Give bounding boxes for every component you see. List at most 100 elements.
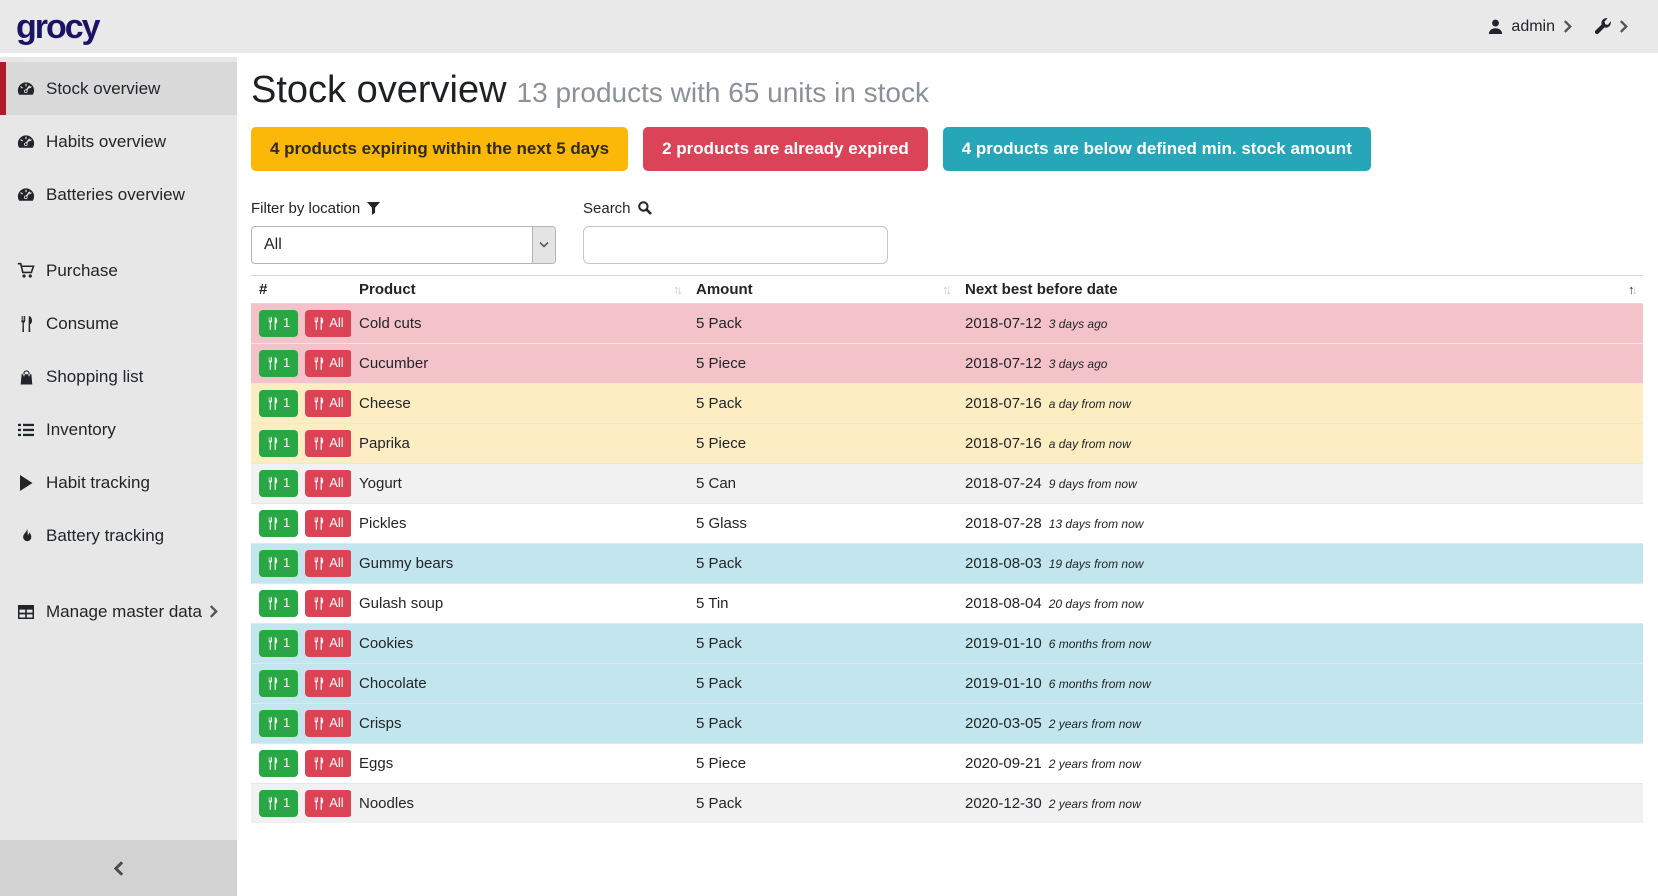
below-min-stock-badge: 4 products are below defined min. stock … (942, 126, 1371, 171)
sidebar-item-label: Manage master data (46, 601, 202, 621)
utensils-icon (267, 516, 278, 530)
product-name-cell: Gulash soup (351, 582, 688, 624)
amount-cell: 5 Pack (688, 622, 957, 664)
consume-all-button[interactable]: All (305, 429, 351, 457)
consume-all-button[interactable]: All (305, 309, 351, 337)
chevron-left-icon (113, 860, 124, 876)
consume-all-button[interactable]: All (305, 789, 351, 817)
consume-all-button[interactable]: All (305, 589, 351, 617)
sidebar-item-manage-master-data[interactable]: Manage master data (0, 585, 237, 638)
page-header: Stock overview 13 products with 65 units … (251, 69, 1643, 113)
column-header-product[interactable]: Product ↑↓ (351, 274, 688, 304)
sidebar-items: Stock overview Habits overview Batteries o… (0, 62, 237, 638)
amount-cell: 5 Tin (688, 582, 957, 624)
column-header-amount[interactable]: Amount ↑↓ (688, 274, 957, 304)
consume-one-button[interactable]: 1 (259, 469, 299, 497)
table-row: 1 All Paprika 5 Piece 2018-07-16 a day from n… (251, 422, 1643, 464)
consume-one-button[interactable]: 1 (259, 309, 299, 337)
consume-one-button[interactable]: 1 (259, 389, 299, 417)
row-actions: 1 All (259, 469, 351, 497)
amount-cell: 5 Piece (688, 342, 957, 384)
sidebar-item-purchase[interactable]: Purchase (0, 244, 237, 297)
sidebar-item-habits-overview[interactable]: Habits overview (0, 115, 237, 168)
sidebar-item-battery-tracking[interactable]: Battery tracking (0, 509, 237, 562)
table-row: 1 All Crisps 5 Pack 2020-03-05 2 years from n… (251, 702, 1643, 744)
consume-one-button[interactable]: 1 (259, 589, 299, 617)
sidebar-item-shopping-list[interactable]: Shopping list (0, 350, 237, 403)
location-filter-select[interactable]: All (251, 225, 556, 264)
shopping-bag-icon (16, 369, 36, 385)
best-before-cell: 2018-07-12 3 days ago (957, 342, 1643, 384)
table-row: 1 All Gummy bears 5 Pack 2018-08-03 19 days f… (251, 542, 1643, 584)
settings-menu[interactable] (1594, 18, 1628, 35)
column-header-index: # (251, 274, 351, 304)
consume-one-button[interactable]: 1 (259, 749, 299, 777)
utensils-icon (267, 796, 278, 810)
consume-one-button[interactable]: 1 (259, 629, 299, 657)
consume-all-button[interactable]: All (305, 349, 351, 377)
product-name-cell: Paprika (351, 422, 688, 464)
stock-table: # Product ↑↓ Amount ↑↓ Next best before … (251, 274, 1643, 823)
consume-one-button[interactable]: 1 (259, 709, 299, 737)
consume-one-button[interactable]: 1 (259, 429, 299, 457)
utensils-icon (267, 676, 278, 690)
sidebar-item-batteries-overview[interactable]: Batteries overview (0, 168, 237, 221)
utensils-icon (313, 476, 324, 490)
row-actions: 1 All (259, 629, 351, 657)
best-before-cell: 2018-07-12 3 days ago (957, 302, 1643, 344)
sidebar-item-habit-tracking[interactable]: Habit tracking (0, 456, 237, 509)
consume-all-button[interactable]: All (305, 509, 351, 537)
sidebar-item-inventory[interactable]: Inventory (0, 403, 237, 456)
sidebar-item-label: Inventory (46, 419, 116, 439)
sort-icon[interactable]: ↑↓ (673, 281, 683, 297)
user-menu[interactable]: admin (1488, 18, 1572, 36)
column-header-best-before[interactable]: Next best before date ↑↓ (957, 274, 1643, 304)
status-badges: 4 products expiring within the next 5 da… (251, 126, 1643, 171)
utensils-icon (313, 716, 324, 730)
consume-all-button[interactable]: All (305, 709, 351, 737)
user-icon (1488, 19, 1503, 34)
sidebar-spacer (0, 221, 237, 244)
product-name-cell: Crisps (351, 702, 688, 744)
sidebar-collapse-button[interactable] (0, 840, 237, 896)
utensils-icon (267, 396, 278, 410)
sidebar-item-consume[interactable]: Consume (0, 297, 237, 350)
consume-all-button[interactable]: All (305, 389, 351, 417)
consume-all-button[interactable]: All (305, 749, 351, 777)
utensils-icon (267, 716, 278, 730)
consume-one-button[interactable]: 1 (259, 509, 299, 537)
search-input[interactable] (583, 225, 888, 264)
sidebar-item-label: Habit tracking (46, 472, 150, 492)
utensils-icon (267, 636, 278, 650)
utensils-icon (313, 636, 324, 650)
consume-all-button[interactable]: All (305, 629, 351, 657)
row-actions: 1 All (259, 309, 351, 337)
best-before-cell: 2019-01-10 6 months from now (957, 622, 1643, 664)
stock-table-body: 1 All Cold cuts 5 Pack 2018-07-12 3 days ago 1… (251, 302, 1643, 823)
expired-badge: 2 products are already expired (643, 126, 928, 171)
grocy-logo[interactable]: grocy (16, 7, 101, 46)
amount-cell: 5 Piece (688, 422, 957, 464)
best-before-cell: 2018-07-16 a day from now (957, 422, 1643, 464)
search-label: Search (583, 200, 888, 217)
consume-one-button[interactable]: 1 (259, 549, 299, 577)
product-name-cell: Chocolate (351, 662, 688, 704)
consume-one-button[interactable]: 1 (259, 789, 299, 817)
consume-all-button[interactable]: All (305, 549, 351, 577)
best-before-cell: 2018-08-04 20 days from now (957, 582, 1643, 624)
utensils-icon (313, 596, 324, 610)
consume-all-button[interactable]: All (305, 469, 351, 497)
consume-one-button[interactable]: 1 (259, 349, 299, 377)
amount-cell: 5 Glass (688, 502, 957, 544)
main-content: Stock overview 13 products with 65 units … (237, 57, 1658, 896)
utensils-icon (313, 316, 324, 330)
row-actions: 1 All (259, 789, 351, 817)
sort-icon[interactable]: ↑↓ (942, 281, 952, 297)
location-filter: Filter by location All (251, 200, 556, 264)
table-icon (16, 604, 36, 619)
sort-icon-active-asc[interactable]: ↑↓ (1628, 281, 1638, 297)
filter-bar: Filter by location All (251, 200, 1643, 264)
sidebar-item-stock-overview[interactable]: Stock overview (0, 62, 237, 115)
consume-all-button[interactable]: All (305, 669, 351, 697)
consume-one-button[interactable]: 1 (259, 669, 299, 697)
